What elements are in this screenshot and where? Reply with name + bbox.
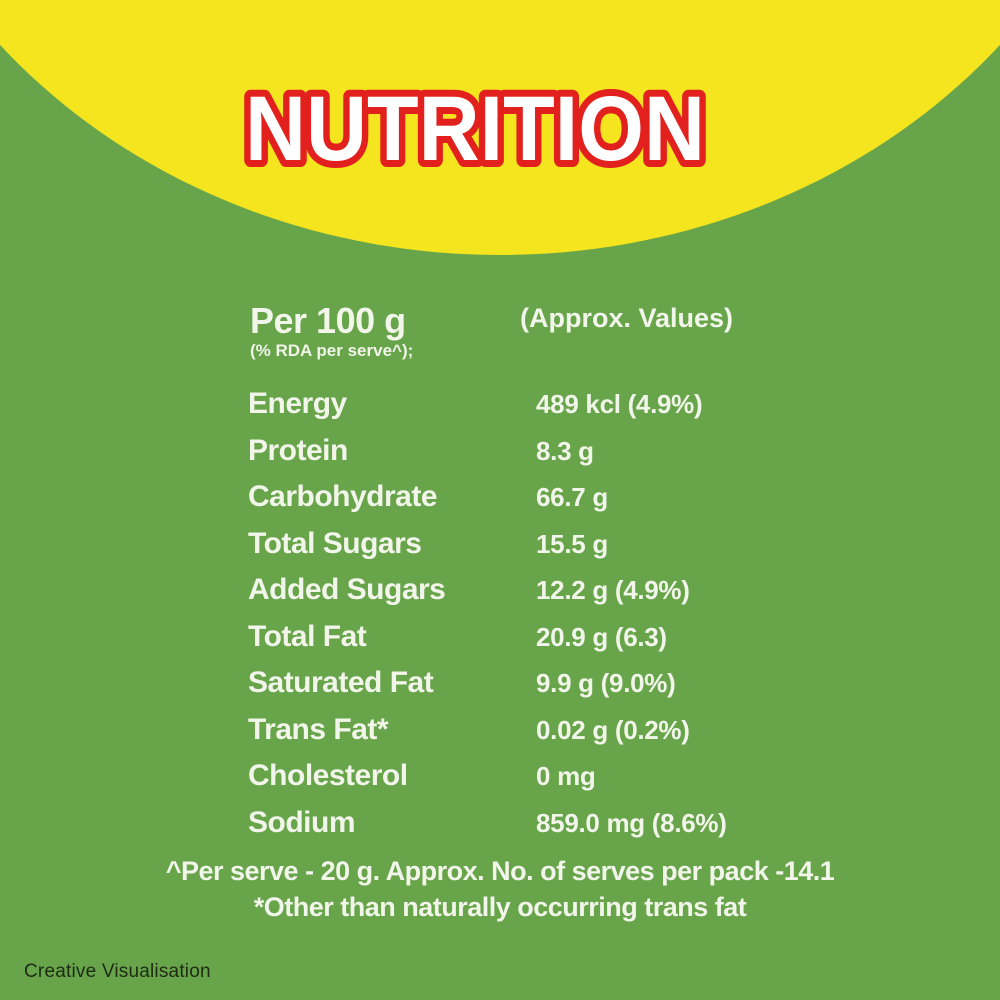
nutrient-label: Total Sugars xyxy=(248,526,422,560)
creative-visualisation-watermark: Creative Visualisation xyxy=(24,961,211,982)
nutrient-label: Saturated Fat xyxy=(248,666,434,699)
nutrient-value: 0.02 g (0.2%) xyxy=(536,714,690,745)
nutrient-label: Protein xyxy=(248,433,348,467)
nutrient-label: Added Sugars xyxy=(248,573,446,606)
nutrient-value: 859.0 mg (8.6%) xyxy=(536,807,727,838)
nutrient-value: 8.3 g xyxy=(536,435,594,466)
table-row-saturated-fat: Saturated Fat 9.9 g (9.0%) xyxy=(248,660,848,707)
table-row-carbohydrate: Carbohydrate 66.7 g xyxy=(248,474,848,521)
nutrient-label: Trans Fat* xyxy=(248,712,389,746)
nutrient-label: Sodium xyxy=(248,805,356,839)
table-row-sodium: Sodium 859.0 mg (8.6%) xyxy=(248,800,848,847)
table-row-added-sugars: Added Sugars 12.2 g (4.9%) xyxy=(248,567,848,614)
table-row-total-sugars: Total Sugars 15.5 g xyxy=(248,521,848,568)
nutrient-value: 489 kcl (4.9%) xyxy=(536,389,703,419)
nutrient-label: Energy xyxy=(248,387,347,420)
nutrient-label: Cholesterol xyxy=(248,759,408,792)
nutrient-label: Total Fat xyxy=(248,619,367,653)
footnotes: ^Per serve - 20 g. Approx. No. of serves… xyxy=(0,853,1000,925)
table-row-total-fat: Total Fat 20.9 g (6.3) xyxy=(248,614,848,661)
nutrient-value: 0 mg xyxy=(536,761,596,791)
nutrient-value: 20.9 g (6.3) xyxy=(536,621,667,652)
nutrition-title-text: NUTRITION xyxy=(245,78,705,180)
nutrient-value: 9.9 g (9.0%) xyxy=(536,668,676,698)
table-row-protein: Protein 8.3 g xyxy=(248,428,848,475)
column-header-per-100g: Per 100 g xyxy=(250,300,406,341)
column-header-approx-values: (Approx. Values) xyxy=(520,303,734,333)
nutrient-value: 15.5 g xyxy=(536,528,608,559)
nutrition-title-art: NUTRITION xyxy=(238,71,712,187)
table-row-trans-fat: Trans Fat* 0.02 g (0.2%) xyxy=(248,707,848,754)
nutrient-value: 66.7 g xyxy=(536,482,608,512)
table-row-energy: Energy 489 kcl (4.9%) xyxy=(248,381,848,428)
footnote-trans-fat: *Other than naturally occurring trans fa… xyxy=(253,892,747,922)
nutrient-label: Carbohydrate xyxy=(248,480,438,513)
table-row-cholesterol: Cholesterol 0 mg xyxy=(248,753,848,800)
nutrient-value: 12.2 g (4.9%) xyxy=(536,575,690,605)
column-subheader-rda-per-serve: (% RDA per serve^); xyxy=(250,341,414,360)
nutrition-table: Energy 489 kcl (4.9%) Protein 8.3 g Carb… xyxy=(248,381,848,846)
footnote-per-serve: ^Per serve - 20 g. Approx. No. of serves… xyxy=(165,856,835,886)
